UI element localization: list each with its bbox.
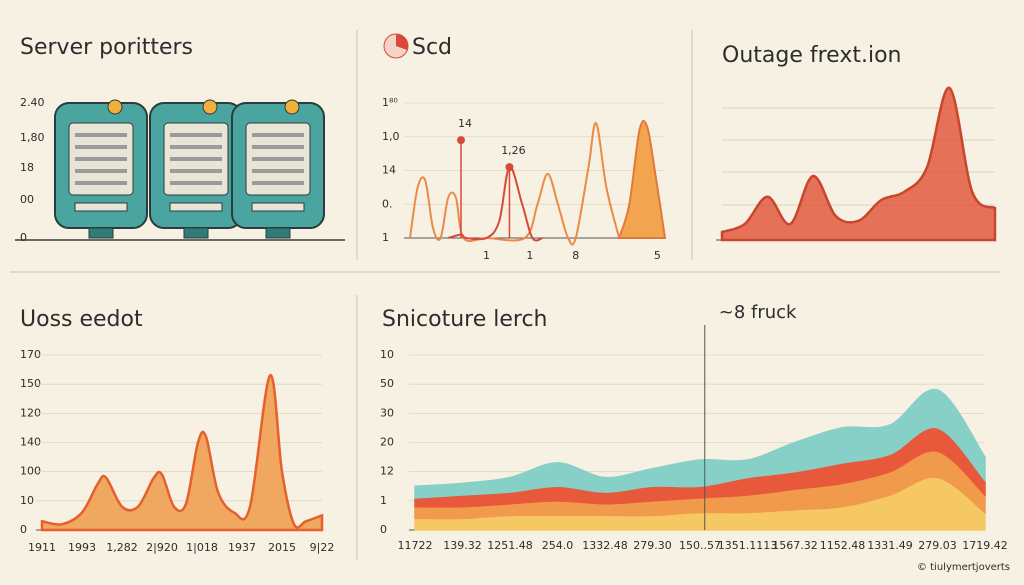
annotation: 1,26 — [501, 144, 526, 157]
x-tick-label: 1 — [526, 249, 533, 262]
line — [409, 122, 621, 246]
area — [720, 86, 997, 242]
annotation: 14 — [458, 117, 472, 130]
x-tick-label: 139.32 — [443, 539, 482, 552]
line — [447, 166, 543, 242]
pie-icon — [383, 33, 409, 59]
x-tick-label: 1719.42 — [962, 539, 1008, 552]
y-tick-label: 1,0 — [382, 130, 400, 143]
x-tick-label: 1 — [483, 249, 490, 262]
panel-title: Server poritters — [20, 35, 193, 60]
x-tick-label: 9|22 — [310, 541, 335, 554]
x-tick-label: 8 — [572, 249, 579, 262]
y-tick-label: 14 — [382, 164, 396, 177]
area — [40, 374, 324, 532]
y-tick-label: 10 — [380, 348, 394, 361]
x-tick-label: 254.0 — [542, 539, 574, 552]
axis-label: 00 — [20, 193, 34, 206]
y-tick-label: 1⁸⁰ — [382, 96, 398, 109]
y-tick-label: 140 — [20, 436, 41, 449]
x-tick-label: 1331.49 — [867, 539, 913, 552]
axis-label: 2.40 — [20, 96, 45, 109]
stacked-area — [414, 388, 986, 499]
y-tick-label: 0 — [20, 523, 27, 536]
x-tick-label: 1937 — [228, 541, 256, 554]
y-tick-label: 50 — [380, 377, 394, 390]
y-tick-label: 1 — [380, 494, 387, 507]
axis-label: 1,80 — [20, 131, 45, 144]
y-tick-label: 150 — [20, 377, 41, 390]
x-tick-label: 1351.1113 — [718, 539, 778, 552]
y-tick-label: 120 — [20, 406, 41, 419]
x-tick-label: 1251.48 — [487, 539, 533, 552]
chart-title: Scd — [412, 35, 452, 60]
y-tick-label: 30 — [380, 406, 394, 419]
annotation: ~8 fruck — [719, 302, 797, 323]
y-tick-label: 0. — [382, 197, 393, 210]
area — [617, 119, 667, 239]
axis-label: 0 — [20, 231, 27, 244]
y-tick-label: 0 — [380, 523, 387, 536]
x-tick-label: 1911 — [28, 541, 56, 554]
x-tick-label: 279.30 — [633, 539, 672, 552]
y-tick-label: 1 — [382, 231, 389, 244]
y-tick-label: 100 — [20, 465, 41, 478]
x-tick-label: 1993 — [68, 541, 96, 554]
x-tick-label: 1567.32 — [772, 539, 818, 552]
chart-title: Snicoture lerch — [382, 307, 547, 332]
x-tick-label: 279.03 — [918, 539, 957, 552]
axis-label: 18 — [20, 161, 34, 174]
footer: © tiulymertjoverts — [917, 562, 1010, 573]
chart-title: Outage frext.ion — [722, 43, 901, 68]
y-tick-label: 170 — [20, 348, 41, 361]
x-tick-label: 2|920 — [146, 541, 178, 554]
x-tick-label: 1,282 — [106, 541, 138, 554]
server-illustration — [15, 99, 345, 241]
x-tick-label: 5 — [654, 249, 661, 262]
y-tick-label: 10 — [20, 494, 34, 507]
x-tick-label: 2015 — [268, 541, 296, 554]
x-tick-label: 1332.48 — [582, 539, 628, 552]
annotation-dot — [457, 136, 465, 145]
y-tick-label: 20 — [380, 436, 394, 449]
x-tick-label: 1152.48 — [820, 539, 866, 552]
chart-title: Uoss eedot — [20, 307, 143, 332]
x-tick-label: 11722 — [398, 539, 433, 552]
y-tick-label: 12 — [380, 465, 394, 478]
annotation-dot — [505, 163, 514, 172]
x-tick-label: 1|018 — [186, 541, 218, 554]
x-tick-label: 150..57 — [679, 539, 721, 552]
